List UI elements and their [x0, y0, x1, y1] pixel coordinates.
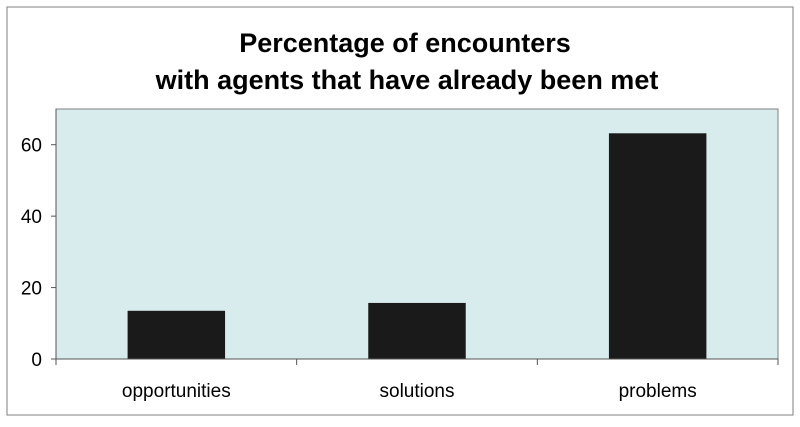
y-axis-ticks: 0 20 40 60	[21, 136, 56, 371]
x-tick-label-opportunities: opportunities	[122, 381, 231, 402]
chart-title-line-2: with agents that have already been met	[155, 65, 659, 95]
y-tick-label-20: 20	[21, 279, 42, 300]
bars-group	[127, 133, 707, 359]
bar-problems	[608, 133, 707, 359]
x-axis-ticks: opportunities solutions problems	[122, 381, 697, 402]
x-tick-label-solutions: solutions	[380, 381, 455, 402]
bar-opportunities	[127, 310, 226, 359]
bar-solutions	[368, 302, 466, 359]
x-tick-label-problems: problems	[619, 381, 697, 402]
y-tick-label-60: 60	[21, 136, 42, 157]
y-tick-label-0: 0	[31, 350, 42, 371]
chart-title-line-1: Percentage of encounters	[239, 28, 571, 58]
axis-group	[51, 109, 779, 365]
y-tick-label-40: 40	[21, 207, 42, 228]
